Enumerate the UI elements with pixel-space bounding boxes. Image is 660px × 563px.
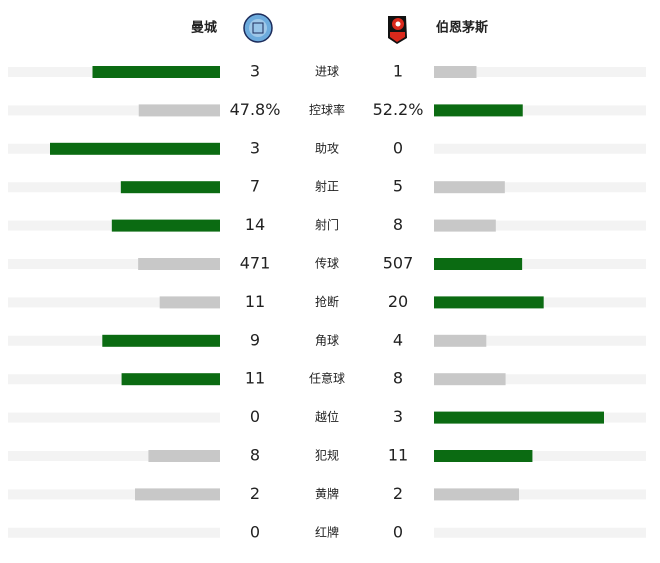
track <box>434 335 646 346</box>
home-value: 2 <box>250 484 260 503</box>
home-crest <box>243 13 273 43</box>
stat-label: 助攻 <box>315 141 339 155</box>
home-value: 11 <box>245 292 265 311</box>
away-value: 3 <box>393 407 403 426</box>
away-value: 4 <box>393 330 403 349</box>
track <box>434 489 646 500</box>
stat-label: 犯规 <box>315 448 339 463</box>
away-value: 11 <box>388 446 408 465</box>
track <box>434 527 646 538</box>
track <box>8 259 220 269</box>
home-bar <box>148 450 220 462</box>
away-bar <box>434 488 519 501</box>
away-value: 2 <box>393 484 403 503</box>
away-bar <box>434 104 523 117</box>
stat-label: 角球 <box>315 333 339 347</box>
home-bar <box>138 258 220 270</box>
away-bar <box>434 411 604 424</box>
away-value: 1 <box>393 62 403 81</box>
home-value: 8 <box>250 446 260 465</box>
away-value: 20 <box>388 292 408 311</box>
away-value: 52.2% <box>373 100 424 119</box>
stat-label: 任意球 <box>309 371 345 386</box>
track <box>434 220 646 231</box>
away-bar <box>434 66 477 78</box>
home-value: 0 <box>250 407 260 426</box>
home-bar <box>121 373 220 386</box>
home-bar <box>92 66 220 78</box>
away-value: 8 <box>393 215 403 234</box>
home-value: 9 <box>250 330 260 349</box>
away-value: 507 <box>383 254 414 273</box>
home-bar <box>120 181 220 194</box>
away-value: 0 <box>393 138 403 157</box>
home-value: 471 <box>240 254 271 273</box>
away-bar <box>434 450 533 462</box>
stat-label: 射正 <box>315 179 339 194</box>
stat-label: 越位 <box>315 409 339 424</box>
track <box>434 259 646 269</box>
track <box>8 412 220 423</box>
track <box>434 105 646 116</box>
stat-label: 射门 <box>315 217 339 232</box>
stat-label: 进球 <box>315 65 339 79</box>
away-value: 8 <box>393 369 403 388</box>
away-team: 伯恩茅斯 <box>436 20 488 36</box>
track <box>8 297 220 308</box>
away-bar <box>434 373 506 386</box>
away-crest <box>388 16 407 44</box>
away-bar <box>434 296 544 309</box>
home-bar <box>111 219 220 232</box>
track <box>434 67 646 77</box>
home-team: 曼城 <box>191 20 217 36</box>
track <box>434 182 646 193</box>
track <box>8 489 220 500</box>
home-value: 11 <box>245 369 265 388</box>
away-bar <box>434 181 505 194</box>
home-bar <box>159 296 220 309</box>
away-value: 5 <box>393 177 403 196</box>
away-bar <box>434 258 523 270</box>
track <box>434 143 646 154</box>
home-bar <box>50 142 220 155</box>
away-value: 0 <box>393 522 403 541</box>
home-bar <box>138 104 220 117</box>
track <box>8 374 220 385</box>
home-value: 7 <box>250 177 260 196</box>
stat-label: 抢断 <box>315 294 339 309</box>
home-value: 0 <box>250 522 260 541</box>
stat-label: 红牌 <box>315 524 339 539</box>
stat-label: 控球率 <box>309 102 345 117</box>
home-bar <box>102 334 220 347</box>
track <box>434 374 646 385</box>
stat-label: 传球 <box>315 256 339 271</box>
home-value: 3 <box>250 62 260 81</box>
home-value: 3 <box>250 138 260 157</box>
track <box>8 527 220 538</box>
home-bar <box>135 488 220 501</box>
track <box>8 451 220 461</box>
track <box>434 451 646 461</box>
away-bar <box>434 334 487 347</box>
track <box>8 182 220 193</box>
away-bar <box>434 219 496 232</box>
stat-label: 黄牌 <box>315 487 339 501</box>
home-value: 47.8% <box>230 100 281 119</box>
track <box>8 105 220 116</box>
home-value: 14 <box>245 215 265 234</box>
